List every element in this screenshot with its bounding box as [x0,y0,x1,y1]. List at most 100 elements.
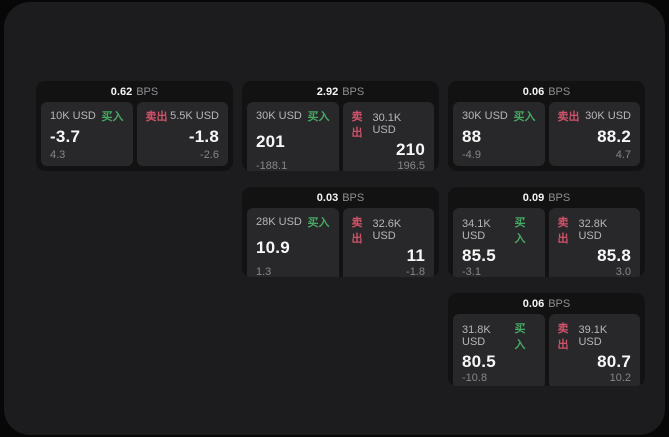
sell-panel-top: 卖出 30.1K USD [352,108,426,140]
bps-value: 0.62 [110,85,133,98]
quote-card: 0.03 BPS 28K USD 买入 10.9 1.3 卖出 32.6K US… [242,187,439,277]
buy-panel[interactable]: 31.8K USD 买入 80.5 -10.8 [453,314,545,386]
buy-amount: 30K USD [256,110,302,122]
bps-unit: BPS [342,191,365,204]
buy-panel[interactable]: 34.1K USD 买入 85.5 -3.1 [453,208,545,277]
sell-panel-top: 卖出 5.5K USD [146,108,220,124]
main-panel: 0.62 BPS 10K USD 买入 -3.7 4.3 卖出 5.5K USD [4,2,665,435]
buy-amount: 10K USD [50,110,96,122]
buy-panel-top: 34.1K USD 买入 [462,214,536,246]
bps-unit: BPS [548,191,571,204]
bps-unit: BPS [548,85,571,98]
quote-card-body: 10K USD 买入 -3.7 4.3 卖出 5.5K USD -1.8 -2.… [36,102,233,171]
quote-cards-grid: 0.62 BPS 10K USD 买入 -3.7 4.3 卖出 5.5K USD [36,81,645,386]
buy-change: -4.9 [462,149,481,161]
sell-label: 卖出 [557,111,580,123]
buy-panel-top: 10K USD 买入 [50,108,124,124]
buy-change: 1.3 [256,266,272,277]
bps-header: 0.06 BPS [448,81,645,102]
quote-card: 2.92 BPS 30K USD 买入 201 -188.1 卖出 30.1K … [242,81,439,171]
sell-price: 85.8 [597,246,631,265]
quote-card-body: 30K USD 买入 201 -188.1 卖出 30.1K USD 210 1… [242,102,439,171]
buy-change: -3.1 [462,266,481,277]
sell-change: 3.0 [615,266,631,277]
buy-price: 80.5 [462,352,496,371]
bps-header: 0.03 BPS [242,187,439,208]
sell-amount: 30.1K USD [372,112,402,136]
sell-price: 11 [406,246,425,265]
sell-change: 4.7 [615,149,631,161]
sell-panel-top: 卖出 39.1K USD [558,320,632,352]
buy-label: 买入 [513,111,536,123]
quote-card: 0.06 BPS 30K USD 买入 88 -4.9 卖出 30K USD [448,81,645,171]
bps-header: 0.09 BPS [448,187,645,208]
buy-price: 88 [462,126,482,146]
buy-panel-top: 31.8K USD 买入 [462,320,536,352]
sell-label: 卖出 [557,323,569,351]
buy-change: -10.8 [462,372,488,384]
buy-price: 85.5 [462,246,496,265]
bps-header: 0.62 BPS [36,81,233,102]
buy-panel[interactable]: 28K USD 买入 10.9 1.3 [247,208,339,277]
sell-label: 卖出 [557,217,569,245]
quote-card: 0.62 BPS 10K USD 买入 -3.7 4.3 卖出 5.5K USD [36,81,233,171]
bps-unit: BPS [136,85,159,98]
buy-label: 买入 [307,217,330,229]
sell-panel[interactable]: 卖出 32.6K USD 11 -1.8 [342,208,434,277]
bps-value: 0.06 [522,85,545,98]
buy-price: 10.9 [256,238,290,257]
sell-amount: 30K USD [585,110,631,122]
bps-value: 0.03 [316,191,339,204]
buy-price: -3.7 [50,126,81,146]
bps-value: 2.92 [316,85,339,98]
buy-label: 买入 [307,111,330,123]
buy-panel-top: 30K USD 买入 [462,108,536,124]
buy-amount: 28K USD [256,216,302,228]
sell-panel[interactable]: 卖出 5.5K USD -1.8 -2.6 [136,102,228,166]
quote-card-body: 28K USD 买入 10.9 1.3 卖出 32.6K USD 11 -1.8 [242,208,439,277]
buy-label: 买入 [514,323,526,351]
sell-panel[interactable]: 卖出 30K USD 88.2 4.7 [548,102,640,166]
sell-price: 88.2 [597,126,631,146]
sell-panel-top: 卖出 32.8K USD [558,214,632,246]
buy-label: 买入 [514,217,526,245]
bps-header: 2.92 BPS [242,81,439,102]
sell-change: -1.8 [406,266,425,277]
sell-label: 卖出 [351,111,363,139]
buy-panel[interactable]: 30K USD 买入 88 -4.9 [453,102,545,166]
bps-header: 0.06 BPS [448,293,645,314]
sell-price: 80.7 [597,352,631,371]
sell-label: 卖出 [351,217,363,245]
quote-card: 0.09 BPS 34.1K USD 买入 85.5 -3.1 卖出 32.8K… [448,187,645,277]
bps-unit: BPS [342,85,365,98]
bps-value: 0.06 [522,297,545,310]
sell-amount: 32.8K USD [578,218,608,242]
sell-change: 196.5 [397,160,425,171]
buy-panel[interactable]: 30K USD 买入 201 -188.1 [247,102,339,171]
sell-panel-top: 卖出 30K USD [558,108,632,124]
buy-change: -188.1 [256,160,288,171]
sell-panel[interactable]: 卖出 39.1K USD 80.7 10.2 [548,314,640,386]
sell-price: 210 [396,140,425,159]
quote-card-body: 31.8K USD 买入 80.5 -10.8 卖出 39.1K USD 80.… [448,314,645,386]
bps-value: 0.09 [522,191,545,204]
buy-change: 4.3 [50,149,66,161]
sell-label: 卖出 [145,111,168,123]
sell-panel[interactable]: 卖出 30.1K USD 210 196.5 [342,102,434,171]
quote-card: 0.06 BPS 31.8K USD 买入 80.5 -10.8 卖出 39.1… [448,293,645,386]
quote-card-body: 30K USD 买入 88 -4.9 卖出 30K USD 88.2 4.7 [448,102,645,171]
buy-panel-top: 28K USD 买入 [256,214,330,230]
buy-label: 买入 [101,111,124,123]
sell-amount: 39.1K USD [578,324,608,348]
sell-change: -2.6 [200,149,219,161]
quote-card-body: 34.1K USD 买入 85.5 -3.1 卖出 32.8K USD 85.8… [448,208,645,277]
sell-panel[interactable]: 卖出 32.8K USD 85.8 3.0 [548,208,640,277]
buy-amount: 31.8K USD [462,324,491,348]
buy-amount: 34.1K USD [462,218,491,242]
bps-unit: BPS [548,297,571,310]
sell-change: 10.2 [609,372,631,384]
sell-amount: 5.5K USD [170,110,219,122]
buy-panel[interactable]: 10K USD 买入 -3.7 4.3 [41,102,133,166]
buy-price: 201 [256,132,285,151]
sell-panel-top: 卖出 32.6K USD [352,214,426,246]
